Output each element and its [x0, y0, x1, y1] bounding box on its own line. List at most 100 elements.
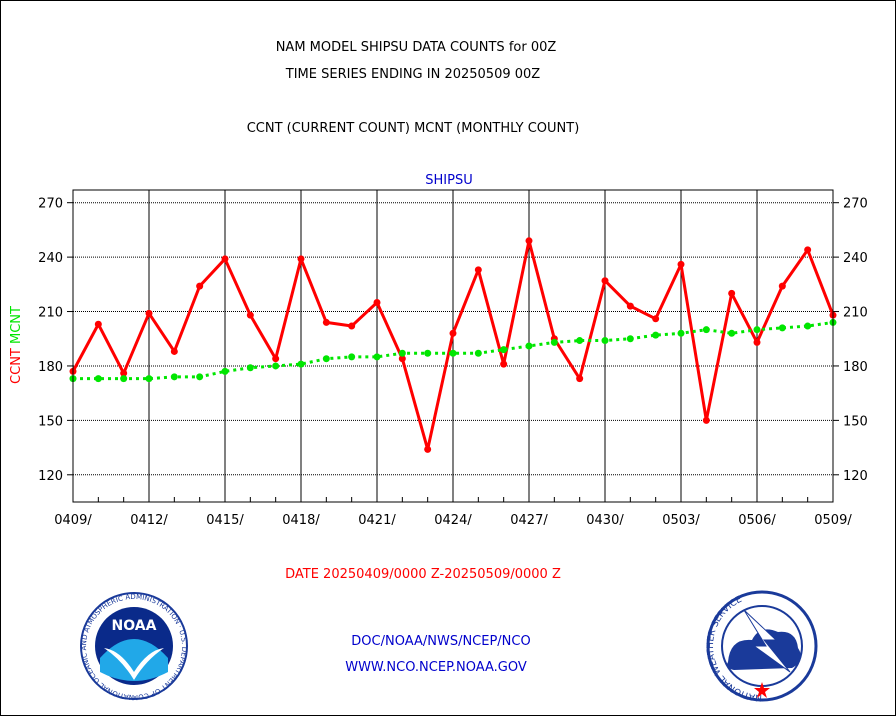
data-point-ccnt: [272, 355, 280, 363]
y-tick-label-left: 270: [38, 197, 63, 212]
data-point-ccnt: [449, 329, 457, 337]
x-tick-label: 0421/: [358, 513, 396, 528]
data-point-ccnt: [348, 322, 356, 330]
data-point-mcnt: [322, 355, 330, 363]
date-range: DATE 20250409/0000 Z-20250509/0000 Z: [285, 567, 561, 582]
data-point-ccnt: [246, 311, 254, 319]
data-point-ccnt: [778, 282, 786, 290]
y-axis-label-mcnt: MCNT: [9, 306, 24, 348]
data-point-mcnt: [626, 335, 634, 343]
data-point-ccnt: [94, 320, 102, 328]
y-tick-label-right: 240: [843, 251, 868, 266]
data-point-ccnt: [626, 302, 634, 310]
data-point-ccnt: [702, 416, 710, 424]
data-point-mcnt: [297, 360, 305, 368]
data-point-ccnt: [677, 260, 685, 268]
x-tick-label: 0409/: [54, 513, 92, 528]
data-point-mcnt: [272, 362, 280, 370]
header-line1: NAM MODEL SHIPSU DATA COUNTS for 00Z: [276, 40, 557, 55]
noaa-water-icon: [100, 639, 168, 681]
data-point-mcnt: [753, 326, 761, 334]
data-point-ccnt: [424, 445, 432, 453]
lightning-icon: [743, 609, 791, 673]
data-point-ccnt: [500, 360, 508, 368]
footer-org: DOC/NOAA/NWS/NCEP/NCO: [351, 634, 530, 649]
y-tick-label-right: 180: [843, 360, 868, 375]
data-point-ccnt: [753, 338, 761, 346]
data-point-mcnt: [677, 329, 685, 337]
data-point-mcnt: [398, 349, 406, 357]
data-point-ccnt: [728, 289, 736, 297]
data-point-mcnt: [196, 373, 204, 381]
data-point-mcnt: [145, 375, 153, 383]
axis-ticks: 120 120 150 150 180 180 210 210 240 240 270 270 0409…: [38, 197, 868, 528]
data-point-ccnt: [221, 255, 229, 263]
y-axis-label-text: CCNT MCNT: [9, 306, 24, 384]
y-tick-label-left: 210: [38, 306, 63, 321]
data-point-mcnt: [728, 329, 736, 337]
data-point-mcnt: [221, 367, 229, 375]
data-point-ccnt: [196, 282, 204, 290]
noaa-logo-text: NOAA: [112, 618, 157, 634]
data-point-mcnt: [652, 331, 660, 339]
y-axis-label-ccnt: CCNT: [9, 348, 24, 384]
header-line3: CCNT (CURRENT COUNT) MCNT (MONTHLY COUNT…: [247, 121, 580, 136]
y-tick-label-right: 120: [843, 469, 868, 484]
grid-lines: [73, 190, 833, 502]
data-point-mcnt: [804, 322, 812, 330]
series-layer: [69, 237, 837, 453]
data-point-ccnt: [120, 369, 128, 377]
data-point-mcnt: [348, 353, 356, 361]
y-tick-label-right: 210: [843, 306, 868, 321]
data-point-mcnt: [170, 373, 178, 381]
noaa-logo: NATIONAL OCEANIC AND ATMOSPHERIC ADMINIS…: [0, 0, 188, 701]
data-point-mcnt: [94, 375, 102, 383]
y-tick-label-right: 270: [843, 197, 868, 212]
noaa-bird-icon: [104, 648, 164, 680]
data-point-mcnt: [525, 342, 533, 350]
data-point-ccnt: [652, 315, 660, 323]
data-point-mcnt: [424, 349, 432, 357]
data-point-mcnt: [449, 349, 457, 357]
plot-border: [72, 189, 834, 503]
footer-url[interactable]: WWW.NCO.NCEP.NOAA.GOV: [345, 660, 527, 675]
x-tick-label: 0418/: [282, 513, 320, 528]
data-point-ccnt: [398, 355, 406, 363]
y-tick-label-right: 150: [843, 414, 868, 429]
data-point-ccnt: [322, 318, 330, 326]
data-point-mcnt: [500, 346, 508, 354]
x-tick-label: 0412/: [130, 513, 168, 528]
star-icon: [754, 682, 770, 698]
data-point-mcnt: [246, 364, 254, 372]
chart-title: SHIPSU: [425, 173, 472, 188]
data-point-mcnt: [702, 326, 710, 334]
x-tick-label: 0415/: [206, 513, 244, 528]
data-point-mcnt: [576, 337, 584, 345]
x-tick-label: 0427/: [510, 513, 548, 528]
x-tick-label: 0430/: [586, 513, 624, 528]
data-point-ccnt: [297, 255, 305, 263]
data-point-ccnt: [474, 266, 482, 274]
y-axis-label: CCNT MCNT: [9, 306, 24, 384]
noaa-ring-text: NATIONAL OCEANIC AND ATMOSPHERIC ADMINIS…: [0, 0, 188, 701]
data-point-ccnt: [525, 237, 533, 245]
data-point-mcnt: [373, 353, 381, 361]
y-tick-label-left: 180: [38, 360, 63, 375]
x-tick-label: 0424/: [434, 513, 472, 528]
data-point-ccnt: [145, 309, 153, 317]
nws-logo: NATIONAL WEATHER SERVICE: [706, 590, 818, 702]
x-tick-label: 0506/: [738, 513, 776, 528]
data-point-mcnt: [474, 349, 482, 357]
data-point-ccnt: [373, 298, 381, 306]
data-point-ccnt: [170, 347, 178, 355]
data-point-mcnt: [778, 324, 786, 332]
y-tick-label-left: 240: [38, 251, 63, 266]
y-tick-label-left: 120: [38, 469, 63, 484]
data-point-ccnt: [804, 246, 812, 254]
header-line2: TIME SERIES ENDING IN 20250509 00Z: [285, 67, 541, 82]
x-tick-label: 0509/: [814, 513, 852, 528]
data-point-mcnt: [601, 337, 609, 345]
data-point-mcnt: [120, 375, 128, 383]
data-point-ccnt: [601, 277, 609, 285]
